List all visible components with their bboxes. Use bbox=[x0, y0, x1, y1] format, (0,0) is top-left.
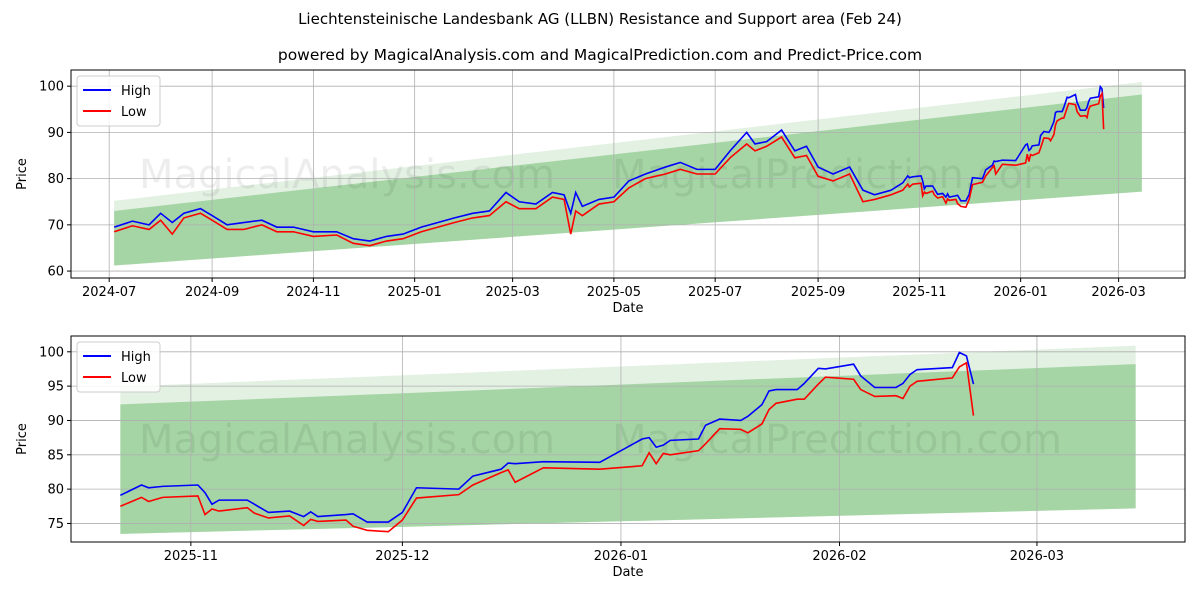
x-axis-label: Date bbox=[612, 301, 643, 316]
chart-1: MagicalAnalysis.com MagicalPrediction.com… bbox=[15, 69, 1186, 316]
chart-2: MagicalAnalysis.com MagicalPrediction.com… bbox=[15, 335, 1186, 580]
x-tick-label: 2025-09 bbox=[791, 285, 845, 300]
y-tick-label: 90 bbox=[47, 414, 64, 429]
low-line bbox=[113, 90, 1105, 247]
x-tick-label: 2024-09 bbox=[185, 285, 239, 300]
legend-box bbox=[76, 341, 161, 393]
axes-frame bbox=[70, 335, 1186, 543]
x-tick-label: 2025-11 bbox=[164, 549, 218, 564]
legend: High Low bbox=[76, 75, 161, 127]
watermark: MagicalPrediction.com bbox=[612, 152, 1062, 198]
watermark: MagicalAnalysis.com bbox=[139, 152, 555, 198]
x-tick-label: 2025-11 bbox=[892, 285, 946, 300]
legend-label: High bbox=[121, 84, 151, 99]
x-tick-label: 2025-07 bbox=[688, 285, 742, 300]
x-tick-label: 2026-01 bbox=[993, 285, 1047, 300]
y-tick-label: 100 bbox=[39, 345, 64, 360]
x-tick-label: 2026-02 bbox=[812, 549, 866, 564]
legend-label: Low bbox=[121, 105, 147, 120]
legend: High Low bbox=[76, 341, 161, 393]
y-tick-label: 75 bbox=[47, 517, 64, 532]
x-tick-label: 2025-12 bbox=[375, 549, 429, 564]
x-tick-label: 2025-05 bbox=[587, 285, 641, 300]
axes-frame bbox=[70, 69, 1186, 279]
x-axis-label: Date bbox=[612, 565, 643, 580]
high-line bbox=[120, 351, 975, 523]
x-tick-label: 2026-03 bbox=[1010, 549, 1064, 564]
chart-title: Liechtensteinische Landesbank AG (LLBN) … bbox=[298, 10, 902, 28]
y-tick-label: 95 bbox=[47, 380, 64, 395]
low-line bbox=[120, 361, 975, 533]
y-tick-label: 70 bbox=[47, 218, 64, 233]
x-tick-label: 2024-11 bbox=[286, 285, 340, 300]
support-band-dark bbox=[114, 94, 1142, 266]
x-tick-label: 2025-03 bbox=[485, 285, 539, 300]
support-band-dark bbox=[120, 364, 1136, 534]
x-tick-label: 2024-07 bbox=[82, 285, 136, 300]
x-tick-label: 2026-01 bbox=[594, 549, 648, 564]
y-tick-label: 100 bbox=[39, 80, 64, 95]
y-tick-label: 80 bbox=[47, 483, 64, 498]
y-axis-label: Price bbox=[15, 423, 30, 455]
watermark: MagicalAnalysis.com bbox=[139, 417, 555, 463]
legend-label: High bbox=[121, 350, 151, 365]
y-tick-label: 85 bbox=[47, 448, 64, 463]
legend-box bbox=[76, 75, 161, 127]
legend-label: Low bbox=[121, 371, 147, 386]
y-tick-label: 90 bbox=[47, 126, 64, 141]
x-tick-label: 2025-01 bbox=[387, 285, 441, 300]
high-line bbox=[113, 84, 1105, 242]
y-axis-label: Price bbox=[15, 158, 30, 190]
y-tick-label: 80 bbox=[47, 172, 64, 187]
x-tick-label: 2026-03 bbox=[1091, 285, 1145, 300]
y-tick-label: 60 bbox=[47, 265, 64, 280]
chart-subtitle: powered by MagicalAnalysis.com and Magic… bbox=[277, 46, 923, 64]
